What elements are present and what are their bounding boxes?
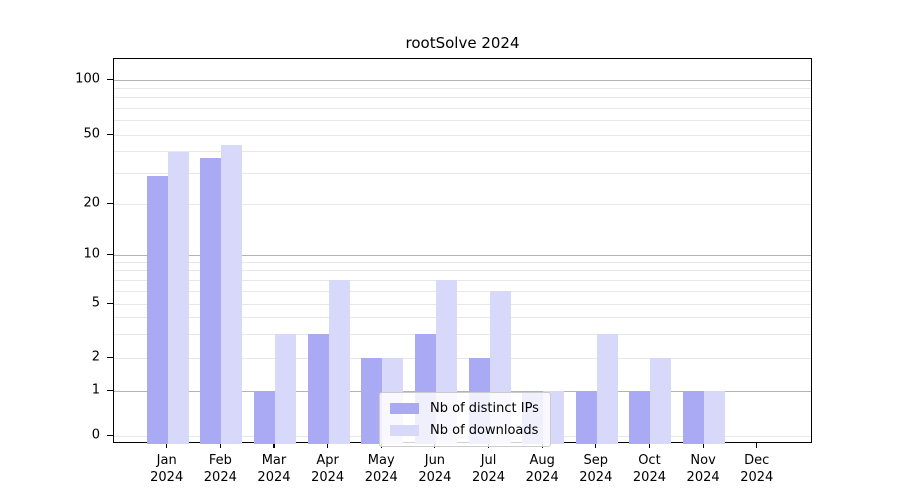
minor-gridline-60 [114,120,811,122]
y-tick-label-2: 2 [91,349,100,365]
legend: Nb of distinct IPs Nb of downloads [379,392,551,447]
bar-distinct-ips-sep [575,391,597,444]
y-tick-label-20: 20 [83,195,100,211]
y-tick-label-50: 50 [83,126,100,142]
minor-gridline-3 [114,333,811,335]
minor-gridline-20 [114,203,811,205]
legend-entry-distinct-ips: Nb of distinct IPs [390,401,539,416]
minor-gridline-30 [114,172,811,174]
y-axis: 100 50 20 10 5 2 1 0 [0,58,113,443]
major-gridline-1 [114,390,811,392]
y-tick-label-100: 100 [75,71,100,87]
bar-distinct-ips-feb [200,157,222,444]
x-tick-label-apr: Apr 2024 [311,453,345,485]
x-tick-mark-mar [273,443,275,448]
y-tick-mark-2 [107,356,113,358]
major-gridline-10 [114,254,811,256]
bar-downloads-nov [704,391,726,444]
minor-gridline-80 [114,97,811,99]
bar-distinct-ips-jan [146,176,168,444]
y-tick-label-5: 5 [91,295,100,311]
x-tick-label-aug: Aug 2024 [525,453,559,485]
x-tick-mark-feb [219,443,221,448]
bar-downloads-feb [221,144,243,444]
minor-gridline-9 [114,261,811,263]
y-tick-mark-1 [107,389,113,391]
y-tick-label-1: 1 [91,382,100,398]
x-tick-label-dec: Dec 2024 [740,453,774,485]
bar-distinct-ips-oct [629,391,651,444]
bar-downloads-sep [596,334,618,444]
legend-swatch-downloads [390,425,419,436]
major-gridline-100 [114,79,811,81]
y-tick-label-0: 0 [91,427,100,443]
y-tick-mark-5 [107,302,113,304]
legend-entry-downloads: Nb of downloads [390,423,539,438]
x-tick-label-sep: Sep 2024 [579,453,613,485]
bar-distinct-ips-nov [683,391,705,444]
y-tick-mark-50 [107,133,113,135]
legend-label-downloads: Nb of downloads [430,423,539,438]
chart-title: rootSolve 2024 [405,34,520,52]
bar-downloads-apr [328,280,350,444]
x-tick-mark-apr [327,443,329,448]
x-tick-mark-oct [648,443,651,448]
x-tick-label-jul: Jul 2024 [471,453,506,485]
x-tick-label-mar: Mar 2024 [257,453,291,485]
x-tick-label-nov: Nov 2024 [686,453,720,485]
x-tick-label-jan: Jan 2024 [150,453,184,485]
bar-distinct-ips-may [361,358,383,444]
legend-label-distinct-ips: Nb of distinct IPs [430,401,539,416]
bar-distinct-ips-mar [253,391,275,444]
x-tick-label-may: May 2024 [364,453,398,485]
x-tick-label-oct: Oct 2024 [632,453,666,485]
x-tick-label-jun: Jun 2024 [418,453,452,485]
y-tick-mark-0 [107,434,113,436]
x-tick-label-feb: Feb 2024 [203,453,237,485]
minor-gridline-50 [114,134,811,136]
minor-gridline-7 [114,279,811,281]
minor-gridline-4 [114,316,811,318]
y-tick-label-10: 10 [83,246,100,262]
minor-gridline-90 [114,87,811,89]
x-tick-mark-jan [166,443,168,448]
y-tick-mark-10 [107,253,113,255]
x-tick-mark-nov [702,443,704,448]
minor-gridline-40 [114,151,811,153]
plot-area: Nb of distinct IPs Nb of downloads [113,58,812,447]
bar-downloads-mar [274,334,296,444]
y-tick-mark-100 [107,78,113,80]
x-tick-mark-sep [595,443,597,448]
bar-downloads-jan [167,151,189,444]
x-tick-mark-dec [756,443,758,448]
minor-gridline-6 [114,290,811,292]
minor-gridline-5 [114,303,811,305]
bar-distinct-ips-apr [307,334,329,444]
x-axis: Jan 2024 Feb 2024 Mar 2024 Apr 2024 May 2024 Jun 20… [113,443,812,500]
bar-downloads-oct [650,358,672,444]
minor-gridline-2 [114,357,811,359]
legend-swatch-distinct-ips [390,403,419,414]
minor-gridline-70 [114,107,811,109]
y-tick-mark-20 [107,202,113,204]
minor-gridline-8 [114,270,811,272]
